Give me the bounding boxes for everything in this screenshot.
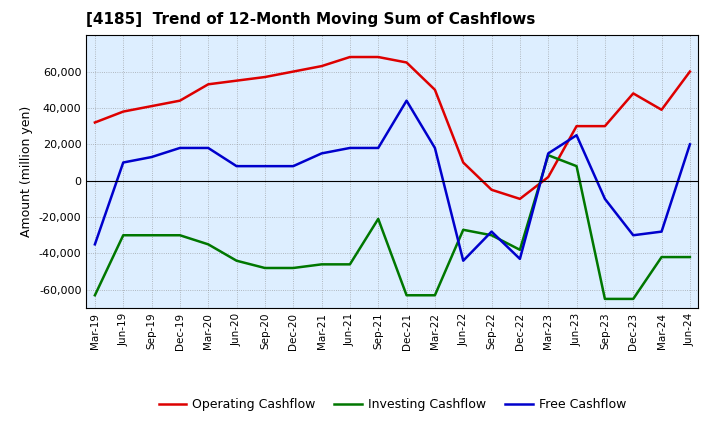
Free Cashflow [572,132,581,138]
Free Cashflow [685,142,694,147]
Operating Cashflow [431,87,439,92]
Investing Cashflow [402,293,411,298]
Operating Cashflow [544,174,552,180]
Free Cashflow [261,164,269,169]
Free Cashflow [148,154,156,160]
Investing Cashflow [572,164,581,169]
Investing Cashflow [685,254,694,260]
Operating Cashflow [91,120,99,125]
Operating Cashflow [261,74,269,80]
Free Cashflow [233,164,241,169]
Free Cashflow [487,229,496,234]
Investing Cashflow [91,293,99,298]
Free Cashflow [346,145,354,150]
Free Cashflow [629,233,637,238]
Line: Operating Cashflow: Operating Cashflow [95,57,690,199]
Investing Cashflow [346,262,354,267]
Operating Cashflow [685,69,694,74]
Free Cashflow [459,258,467,264]
Operating Cashflow [233,78,241,83]
Investing Cashflow [487,233,496,238]
Free Cashflow [600,196,609,202]
Investing Cashflow [318,262,326,267]
Operating Cashflow [374,55,382,60]
Operating Cashflow [657,107,666,112]
Operating Cashflow [318,63,326,69]
Line: Investing Cashflow: Investing Cashflow [95,155,690,299]
Free Cashflow [318,151,326,156]
Free Cashflow [119,160,127,165]
Investing Cashflow [629,296,637,301]
Free Cashflow [176,145,184,150]
Free Cashflow [289,164,297,169]
Free Cashflow [431,145,439,150]
Investing Cashflow [459,227,467,232]
Operating Cashflow [629,91,637,96]
Investing Cashflow [261,265,269,271]
Operating Cashflow [516,196,524,202]
Operating Cashflow [600,124,609,129]
Free Cashflow [204,145,212,150]
Free Cashflow [374,145,382,150]
Line: Free Cashflow: Free Cashflow [95,101,690,261]
Free Cashflow [657,229,666,234]
Operating Cashflow [204,82,212,87]
Investing Cashflow [431,293,439,298]
Free Cashflow [91,242,99,247]
Investing Cashflow [176,233,184,238]
Text: [4185]  Trend of 12-Month Moving Sum of Cashflows: [4185] Trend of 12-Month Moving Sum of C… [86,12,536,27]
Operating Cashflow [487,187,496,192]
Operating Cashflow [459,160,467,165]
Investing Cashflow [600,296,609,301]
Investing Cashflow [148,233,156,238]
Investing Cashflow [516,247,524,253]
Investing Cashflow [544,153,552,158]
Investing Cashflow [204,242,212,247]
Operating Cashflow [346,55,354,60]
Investing Cashflow [374,216,382,221]
Operating Cashflow [148,103,156,109]
Free Cashflow [516,256,524,261]
Investing Cashflow [233,258,241,264]
Operating Cashflow [119,109,127,114]
Investing Cashflow [289,265,297,271]
Operating Cashflow [176,98,184,103]
Investing Cashflow [657,254,666,260]
Free Cashflow [544,151,552,156]
Investing Cashflow [119,233,127,238]
Free Cashflow [402,98,411,103]
Operating Cashflow [572,124,581,129]
Operating Cashflow [289,69,297,74]
Operating Cashflow [402,60,411,65]
Y-axis label: Amount (million yen): Amount (million yen) [20,106,33,237]
Legend: Operating Cashflow, Investing Cashflow, Free Cashflow: Operating Cashflow, Investing Cashflow, … [153,393,631,416]
